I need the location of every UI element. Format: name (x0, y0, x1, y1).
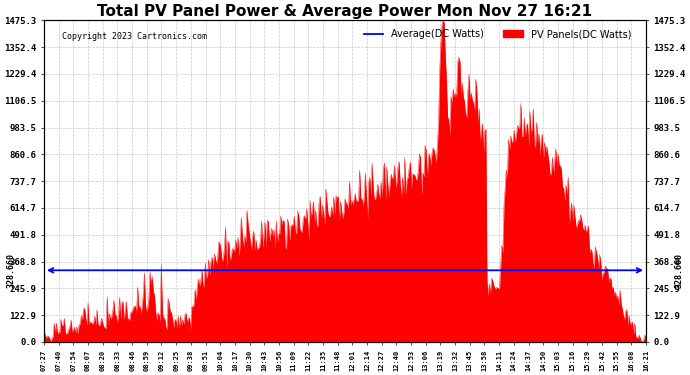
Text: 328.660: 328.660 (675, 253, 684, 288)
Text: Copyright 2023 Cartronics.com: Copyright 2023 Cartronics.com (62, 32, 207, 41)
Title: Total PV Panel Power & Average Power Mon Nov 27 16:21: Total PV Panel Power & Average Power Mon… (97, 4, 593, 19)
Legend: Average(DC Watts), PV Panels(DC Watts): Average(DC Watts), PV Panels(DC Watts) (360, 25, 635, 43)
Text: 328.660: 328.660 (6, 253, 15, 288)
